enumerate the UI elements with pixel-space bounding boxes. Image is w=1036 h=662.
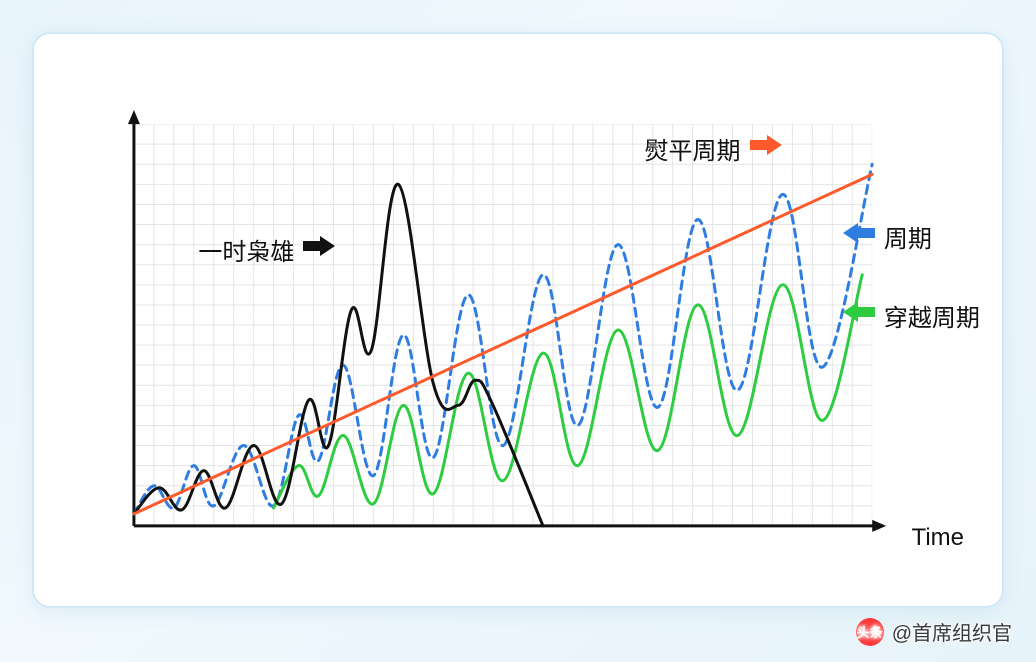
label-text: 穿越周期	[884, 298, 980, 333]
chart-area: 一时枭雄 熨平周期 周期 穿越周期	[104, 104, 962, 546]
label-cycle: 周期	[842, 219, 932, 254]
arrow-left-icon	[842, 301, 876, 330]
label-flash-hero: 一时枭雄	[198, 232, 336, 267]
arrow-left-icon	[842, 222, 876, 251]
axis-x-label: Time	[912, 524, 964, 552]
label-text: 一时枭雄	[198, 232, 294, 267]
chart-svg	[104, 104, 962, 546]
arrow-right-icon	[749, 134, 783, 163]
label-text: 熨平周期	[645, 131, 741, 166]
label-text: Time	[912, 524, 964, 552]
toutiao-icon: 头条	[856, 618, 884, 646]
watermark: 头条 @首席组织官	[856, 617, 1012, 646]
watermark-text: @首席组织官	[892, 617, 1012, 646]
label-smooth-cycle: 熨平周期	[645, 131, 783, 166]
label-text: 周期	[884, 219, 932, 254]
chart-panel: 一时枭雄 熨平周期 周期 穿越周期	[32, 32, 1004, 608]
label-through-cycle: 穿越周期	[842, 298, 980, 333]
page-root: 一时枭雄 熨平周期 周期 穿越周期	[0, 0, 1036, 662]
arrow-right-icon	[302, 235, 336, 264]
